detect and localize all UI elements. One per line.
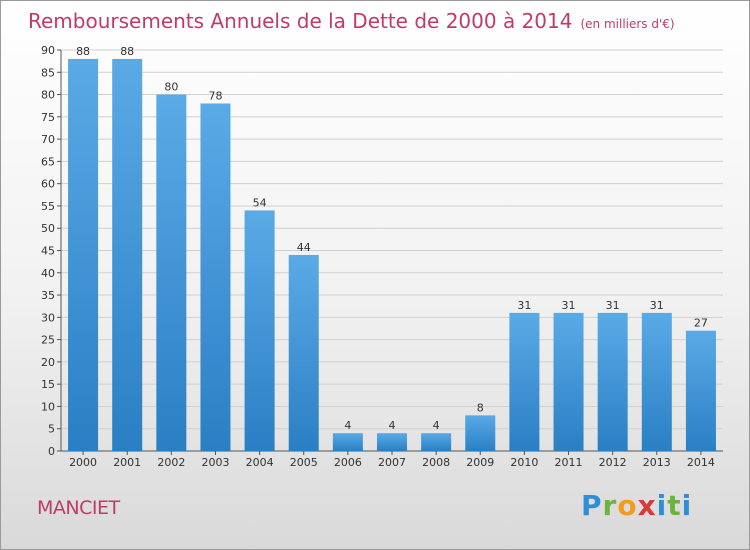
x-tick-label-2011: 2011	[555, 456, 583, 469]
y-tick-label: 75	[41, 111, 55, 124]
x-tick-label-2005: 2005	[290, 456, 318, 469]
y-tick-label: 15	[41, 378, 55, 391]
y-tick-label: 45	[41, 245, 55, 258]
bar-2000	[68, 58, 99, 452]
bar-2005	[288, 254, 319, 451]
data-label-2009: 8	[477, 401, 484, 414]
bar-2014	[685, 330, 716, 451]
y-tick-label: 0	[48, 445, 55, 458]
x-tick-label-2002: 2002	[157, 456, 185, 469]
y-tick-label: 65	[41, 155, 55, 168]
y-tick-label: 50	[41, 222, 55, 235]
proxiti-logo: Proxiti	[581, 489, 693, 522]
data-label-2000: 88	[76, 45, 90, 58]
y-tick-label: 70	[41, 133, 55, 146]
x-tick-label-2009: 2009	[466, 456, 494, 469]
y-tick-label: 85	[41, 66, 55, 79]
y-tick-label: 60	[41, 178, 55, 191]
data-label-2011: 31	[562, 299, 576, 312]
bar-2011	[553, 312, 584, 451]
y-tick-label: 30	[41, 311, 55, 324]
y-tick-label: 35	[41, 289, 55, 302]
bar-2006	[332, 433, 363, 451]
chart-title-text: Remboursements Annuels de la Dette de 20…	[28, 9, 573, 33]
commune-name: MANCIET	[37, 497, 120, 519]
bar-2008	[421, 433, 452, 451]
data-label-2010: 31	[517, 299, 531, 312]
data-label-2008: 4	[433, 419, 440, 432]
data-label-2013: 31	[650, 299, 664, 312]
y-tick-label: 40	[41, 267, 55, 280]
bar-2010	[509, 312, 540, 451]
y-tick-label: 10	[41, 400, 55, 413]
x-tick-label-2012: 2012	[599, 456, 627, 469]
bar-2002	[156, 94, 187, 452]
bar-2004	[244, 210, 275, 451]
chart-unit: (en milliers d'€)	[580, 17, 675, 31]
bar-2003	[200, 103, 231, 451]
data-label-2014: 27	[694, 317, 708, 330]
y-tick-label: 90	[41, 44, 55, 57]
x-tick-label-2004: 2004	[246, 456, 274, 469]
x-tick-label-2003: 2003	[201, 456, 229, 469]
data-label-2007: 4	[389, 419, 396, 432]
x-tick-label-2014: 2014	[687, 456, 715, 469]
x-tick-label-2006: 2006	[334, 456, 362, 469]
x-tick-label-2001: 2001	[113, 456, 141, 469]
data-label-2012: 31	[606, 299, 620, 312]
x-tick-label-2007: 2007	[378, 456, 406, 469]
x-tick-label-2000: 2000	[69, 456, 97, 469]
y-tick-label: 80	[41, 89, 55, 102]
x-tick-label-2008: 2008	[422, 456, 450, 469]
data-label-2004: 54	[253, 196, 267, 209]
data-label-2005: 44	[297, 241, 311, 254]
y-tick-label: 20	[41, 356, 55, 369]
bar-2009	[465, 415, 496, 451]
axes: 0 5 10 15 20 25 30 35 40 45 50 55 60 65 70 75 80 85 90 2000…	[41, 44, 723, 469]
bars	[68, 58, 716, 452]
chart-title: Remboursements Annuels de la Dette de 20…	[28, 9, 675, 33]
y-tick-label: 55	[41, 200, 55, 213]
x-tick-label-2013: 2013	[643, 456, 671, 469]
y-tick-label: 25	[41, 334, 55, 347]
data-label-2002: 80	[164, 81, 178, 94]
bar-2012	[597, 312, 628, 451]
data-label-2006: 4	[344, 419, 351, 432]
y-tick-label: 5	[48, 423, 55, 436]
bar-2007	[376, 433, 408, 451]
data-label-2001: 88	[120, 45, 134, 58]
bar-2013	[641, 312, 672, 451]
x-tick-label-2010: 2010	[510, 456, 538, 469]
bar-2001	[112, 58, 143, 452]
data-label-2003: 78	[208, 89, 222, 102]
